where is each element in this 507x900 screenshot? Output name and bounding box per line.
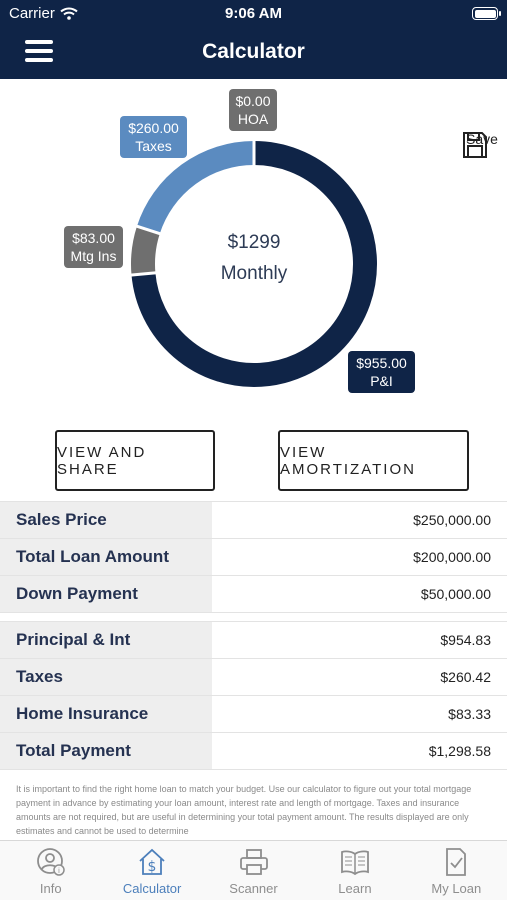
row-value: $50,000.00: [420, 586, 491, 602]
house-dollar-icon: $: [139, 848, 165, 875]
donut-segment-pi: [131, 141, 377, 387]
view-and-share-button[interactable]: VIEW AND SHARE: [55, 430, 215, 491]
row-label: Home Insurance: [0, 696, 212, 732]
donut-separator: [130, 271, 157, 277]
svg-text:$: $: [148, 859, 157, 875]
donut-svg: [130, 140, 377, 387]
info-person-icon: i: [36, 848, 65, 876]
table-row: Total Payment $1,298.58: [0, 733, 507, 770]
row-value: $954.83: [440, 632, 491, 648]
hoa-name: HOA: [237, 111, 269, 127]
segment-label-taxes: $260.00 Taxes: [120, 116, 187, 158]
tab-calculator[interactable]: $ Calculator: [101, 841, 202, 900]
segment-label-hoa: $0.00 HOA: [229, 89, 277, 131]
floppy-disk-icon: [463, 132, 487, 158]
taxes-value: $260.00: [128, 120, 179, 136]
tab-info-label: Info: [39, 881, 62, 896]
wifi-icon: [60, 7, 78, 20]
payment-breakdown-table: Principal & Int $954.83 Taxes $260.42 Ho…: [0, 621, 507, 770]
tab-bar: i Info $ Calculator Scanner Learn M: [0, 840, 507, 900]
row-label: Total Payment: [0, 733, 212, 769]
tab-learn-label: Learn: [338, 881, 372, 896]
mtg-ins-value: $83.00: [72, 230, 115, 246]
save-button[interactable]: Save: [462, 131, 502, 158]
mtg-ins-name: Mtg Ins: [70, 248, 117, 264]
status-time: 9:06 AM: [225, 5, 282, 22]
segment-label-pi: $955.00 P&I: [348, 351, 415, 393]
segment-label-mtg-ins: $83.00 Mtg Ins: [64, 226, 123, 268]
row-label: Principal & Int: [0, 622, 212, 658]
row-value: $1,298.58: [428, 743, 491, 759]
row-label: Sales Price: [0, 502, 212, 538]
svg-text:i: i: [58, 867, 60, 875]
payment-donut-chart: $1299 Monthly $0.00 HOA $260.00 Taxes $8…: [0, 79, 507, 419]
monthly-total-label: Monthly: [220, 263, 288, 284]
row-label: Down Payment: [0, 576, 212, 612]
tab-info[interactable]: i Info: [0, 841, 101, 900]
pi-value: $955.00: [356, 355, 407, 371]
donut-separator: [135, 224, 162, 236]
page-title: Calculator: [202, 40, 305, 63]
disclaimer-text: It is important to find the right home l…: [16, 784, 472, 836]
document-check-icon: [446, 848, 467, 876]
save-label: Save: [466, 131, 498, 147]
table-row: Total Loan Amount $200,000.00: [0, 539, 507, 576]
tab-my-loan[interactable]: My Loan: [406, 841, 507, 900]
hoa-value: $0.00: [235, 93, 271, 109]
pi-name: P&I: [370, 373, 393, 389]
loan-summary-table: Sales Price $250,000.00 Total Loan Amoun…: [0, 501, 507, 613]
table-row: Sales Price $250,000.00: [0, 502, 507, 539]
row-label: Total Loan Amount: [0, 539, 212, 575]
row-value: $200,000.00: [413, 549, 491, 565]
row-value: $250,000.00: [413, 512, 491, 528]
printer-icon: [239, 849, 268, 875]
battery-icon: [472, 7, 501, 20]
tab-scanner-label: Scanner: [229, 881, 278, 896]
table-row: Taxes $260.42: [0, 659, 507, 696]
row-value: $260.42: [440, 669, 491, 685]
table-row: Down Payment $50,000.00: [0, 576, 507, 613]
carrier-label: Carrier: [9, 5, 55, 22]
tab-learn[interactable]: Learn: [304, 841, 405, 900]
row-label: Taxes: [0, 659, 212, 695]
table-row: Principal & Int $954.83: [0, 622, 507, 659]
hamburger-menu-icon[interactable]: [25, 40, 53, 64]
status-bar: Carrier 9:06 AM: [0, 0, 507, 28]
taxes-name: Taxes: [135, 138, 172, 154]
table-row: Home Insurance $83.33: [0, 696, 507, 733]
donut-segment-mtg-ins: [131, 226, 160, 275]
tab-scanner[interactable]: Scanner: [203, 841, 304, 900]
nav-bar: Calculator: [0, 28, 507, 79]
view-amortization-button[interactable]: VIEW AMORTIZATION: [278, 430, 469, 491]
tab-my-loan-label: My Loan: [431, 881, 482, 896]
monthly-total-amount: $1299: [227, 232, 281, 253]
row-value: $83.33: [448, 706, 491, 722]
tab-calculator-label: Calculator: [122, 881, 182, 896]
donut-segment-taxes: [136, 141, 255, 234]
open-book-icon: [341, 850, 369, 876]
carrier: Carrier: [9, 5, 78, 22]
